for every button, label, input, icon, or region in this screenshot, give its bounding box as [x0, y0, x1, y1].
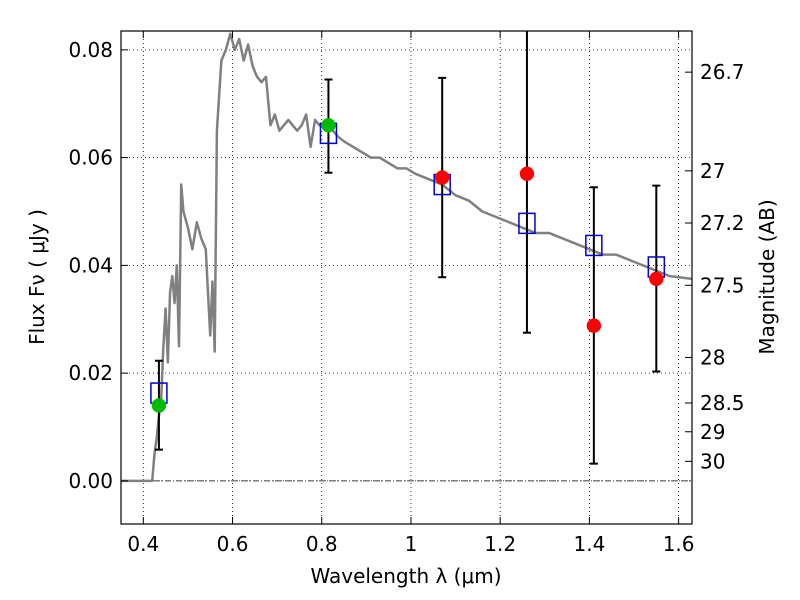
detection-point [321, 118, 336, 133]
model-spectrum-line [121, 32, 692, 483]
x-tick-label: 1.6 [663, 532, 695, 556]
y-tick-label: 0.06 [68, 146, 113, 170]
magnitude-tick-label: 30 [700, 449, 725, 473]
plot-frame [120, 30, 693, 525]
magnitude-tick-label: 28.5 [700, 391, 745, 415]
x-tick-label: 1 [405, 532, 418, 556]
nondetection-point [519, 166, 535, 182]
model-photometry-square [585, 234, 603, 257]
x-tick-label: 0.8 [306, 532, 338, 556]
x-tick-label: 1.2 [484, 532, 516, 556]
model-photometry-square [518, 212, 536, 235]
data-layer [121, 32, 692, 483]
nondetection-point [586, 318, 602, 333]
y-right-axis-label: Magnitude (AB) [755, 199, 779, 354]
y-tick-label: 0.00 [68, 469, 113, 493]
tick-labels: 0.4 0.6 0.8 1 1.2 1.4 1.6 0.00 0.02 0.04 0.06 0.08 2… [68, 38, 744, 556]
y-tick-label: 0.02 [68, 361, 113, 385]
detection-point [151, 398, 167, 413]
magnitude-tick-label: 28 [700, 345, 725, 369]
nondetection-point [434, 170, 450, 185]
markers [150, 118, 666, 413]
x-tick-label: 0.4 [127, 532, 159, 556]
magnitude-tick-label: 26.7 [700, 60, 745, 84]
y-axis-label: Flux Fν ( μJy ) [25, 209, 49, 345]
y-tick-label: 0.08 [68, 38, 113, 62]
magnitude-tick-label: 27 [700, 159, 725, 183]
ticks [121, 31, 692, 524]
magnitude-tick-label: 27.5 [700, 273, 745, 297]
x-axis-label: Wavelength λ (μm) [310, 564, 501, 588]
x-tick-label: 1.4 [573, 532, 605, 556]
nondetection-point [649, 271, 664, 287]
x-tick-label: 0.6 [217, 532, 249, 556]
error-bars [154, 31, 661, 465]
y-tick-label: 0.04 [68, 253, 113, 277]
magnitude-tick-label: 29 [700, 420, 725, 444]
magnitude-tick-label: 27.2 [700, 211, 745, 235]
